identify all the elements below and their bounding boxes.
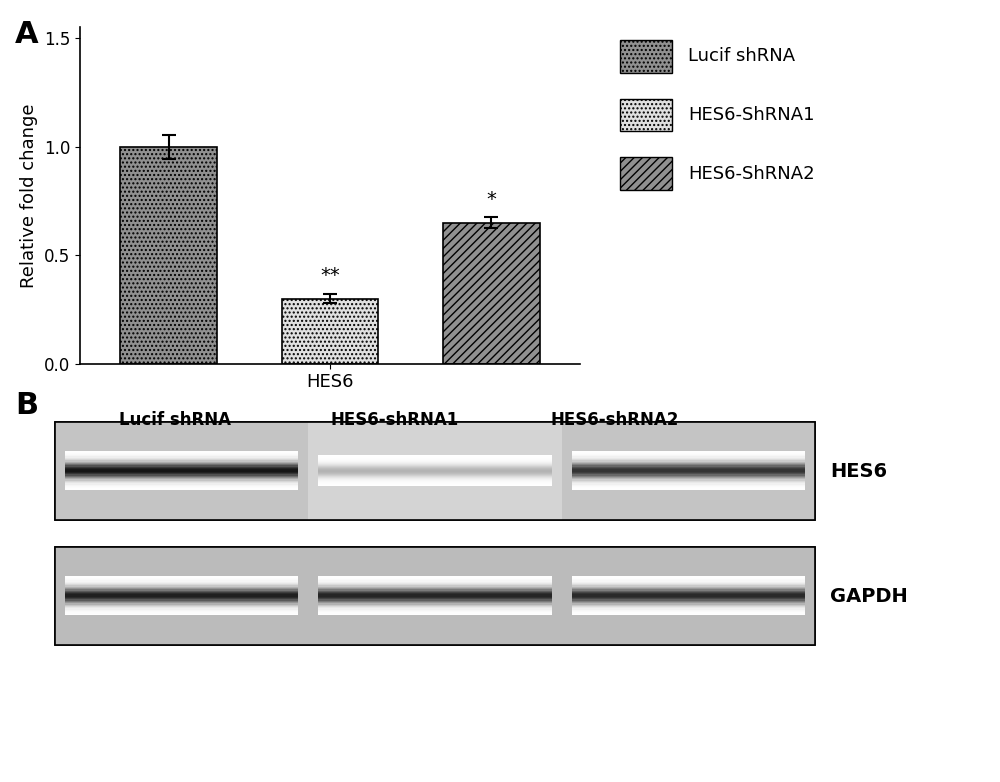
- Text: HES6-shRNA1: HES6-shRNA1: [331, 411, 459, 429]
- Bar: [282, 299, 378, 364]
- Text: HES6-shRNA2: HES6-shRNA2: [551, 411, 679, 429]
- Bar: [443, 223, 540, 364]
- Text: HES6: HES6: [830, 461, 887, 481]
- Text: GAPDH: GAPDH: [830, 586, 908, 606]
- Y-axis label: Relative fold change: Relative fold change: [20, 103, 38, 288]
- Text: HES6-ShRNA1: HES6-ShRNA1: [688, 106, 814, 124]
- Text: A: A: [15, 20, 39, 48]
- Text: *: *: [486, 189, 496, 209]
- Text: Lucif shRNA: Lucif shRNA: [688, 47, 795, 66]
- Text: **: **: [320, 266, 340, 285]
- Text: HES6-ShRNA2: HES6-ShRNA2: [688, 164, 815, 183]
- Bar: [120, 147, 217, 364]
- Text: Lucif shRNA: Lucif shRNA: [119, 411, 231, 429]
- Text: B: B: [15, 391, 38, 420]
